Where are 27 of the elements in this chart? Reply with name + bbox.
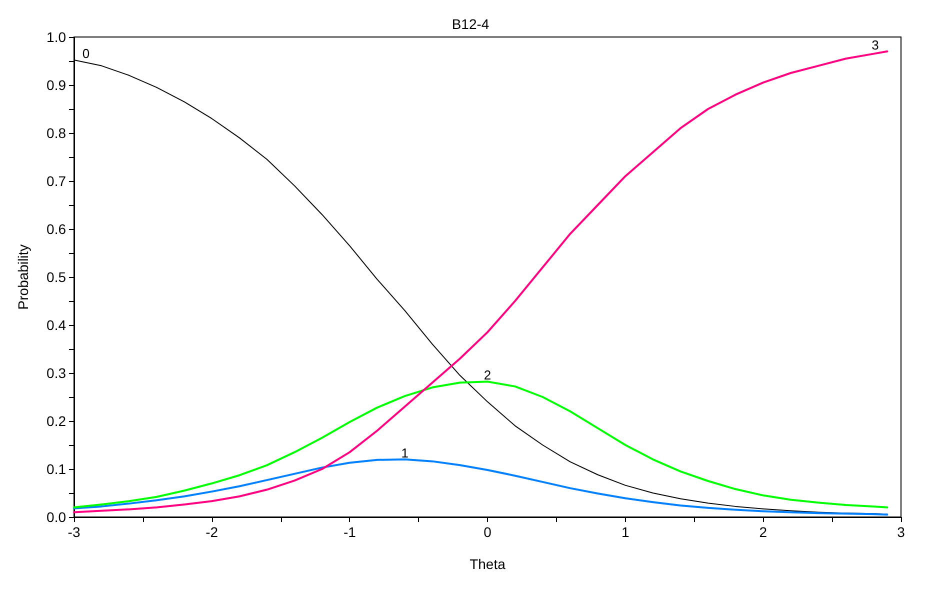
chart-title: B12-4	[452, 16, 490, 32]
x-tick-label: 3	[897, 524, 906, 540]
x-axis-title: Theta	[470, 556, 506, 572]
x-tick-label: -2	[206, 524, 218, 540]
y-tick-label: 1.0	[46, 29, 66, 45]
y-tick-label: 0.8	[46, 125, 66, 141]
y-tick-label: 0.6	[46, 221, 66, 237]
x-tick-label: 1	[621, 524, 630, 540]
x-tick-label: 2	[759, 524, 768, 540]
line-series	[73, 380, 888, 508]
series-label: 3	[872, 37, 879, 52]
x-tick-label: -1	[343, 524, 356, 540]
y-tick-label: 0.5	[46, 269, 66, 285]
y-tick-label: 0.7	[46, 173, 66, 189]
y-tick-label: 0.0	[46, 509, 66, 525]
x-tick-label: 0	[484, 524, 492, 540]
y-tick-label: 0.4	[46, 317, 66, 333]
series-label: 2	[484, 368, 492, 383]
series-label: 1	[401, 445, 408, 460]
y-tick-label: 0.9	[46, 77, 66, 93]
x-tick-label: -3	[68, 524, 80, 540]
series-label: 0	[82, 46, 90, 62]
y-tick-label: 0.2	[46, 413, 66, 429]
y-tick-label: 0.3	[46, 365, 66, 381]
line-series	[73, 458, 888, 516]
y-tick-label: 0.1	[46, 461, 66, 477]
y-axis-title: Probability	[15, 244, 31, 310]
